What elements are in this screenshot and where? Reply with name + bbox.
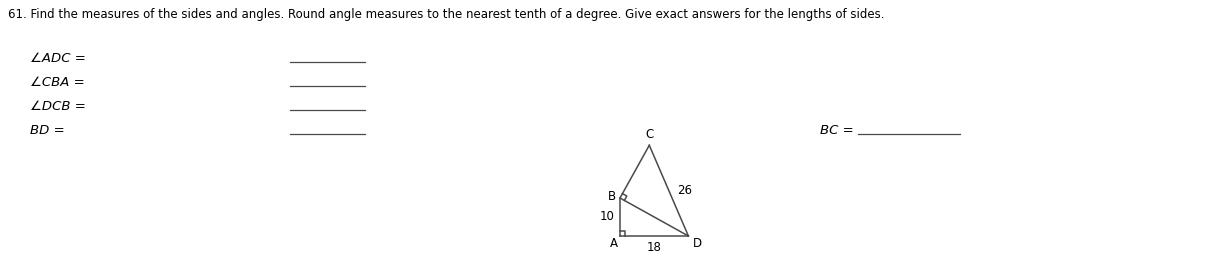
Text: ∠DCB =: ∠DCB = [30,101,86,114]
Text: 18: 18 [646,241,662,254]
Text: C: C [645,128,654,141]
Text: ∠CBA =: ∠CBA = [30,77,85,89]
Text: BD =: BD = [30,124,64,138]
Text: 10: 10 [600,210,615,223]
Text: A: A [610,237,618,250]
Text: D: D [693,237,701,250]
Text: 26: 26 [677,184,691,197]
Text: ∠ADC =: ∠ADC = [30,52,86,65]
Text: B: B [608,190,616,203]
Text: 61. Find the measures of the sides and angles. Round angle measures to the neare: 61. Find the measures of the sides and a… [9,8,885,21]
Text: BC =: BC = [820,124,854,138]
